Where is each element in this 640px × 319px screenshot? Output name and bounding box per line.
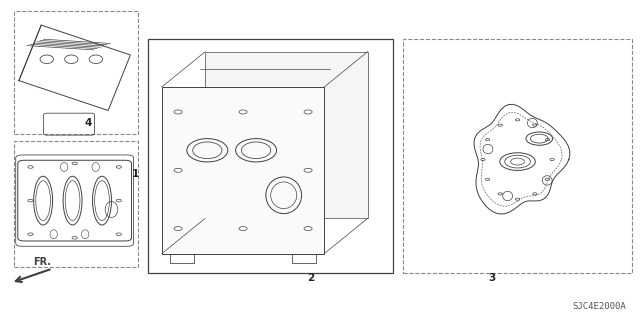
Text: SJC4E2000A: SJC4E2000A [572, 302, 626, 311]
Text: 1: 1 [132, 169, 140, 179]
Text: 2: 2 [307, 273, 314, 283]
FancyBboxPatch shape [162, 87, 324, 254]
Text: 4: 4 [84, 118, 92, 128]
Text: FR.: FR. [33, 257, 51, 267]
Text: 3: 3 [488, 273, 495, 283]
FancyBboxPatch shape [205, 52, 367, 218]
